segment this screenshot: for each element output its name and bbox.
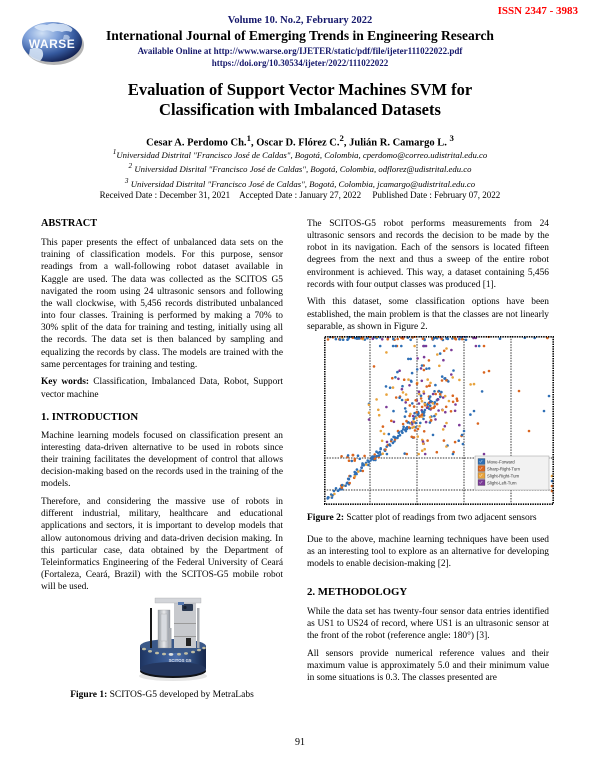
svg-text:Move-Forward: Move-Forward <box>487 459 515 464</box>
svg-text:Slight-Left-Turn: Slight-Left-Turn <box>487 480 517 485</box>
svg-text:Slight-Right-Turn: Slight-Right-Turn <box>487 473 520 478</box>
svg-text:Sharp-Right-Turn: Sharp-Right-Turn <box>487 466 521 471</box>
svg-text:SCITOS G5: SCITOS G5 <box>169 658 192 663</box>
